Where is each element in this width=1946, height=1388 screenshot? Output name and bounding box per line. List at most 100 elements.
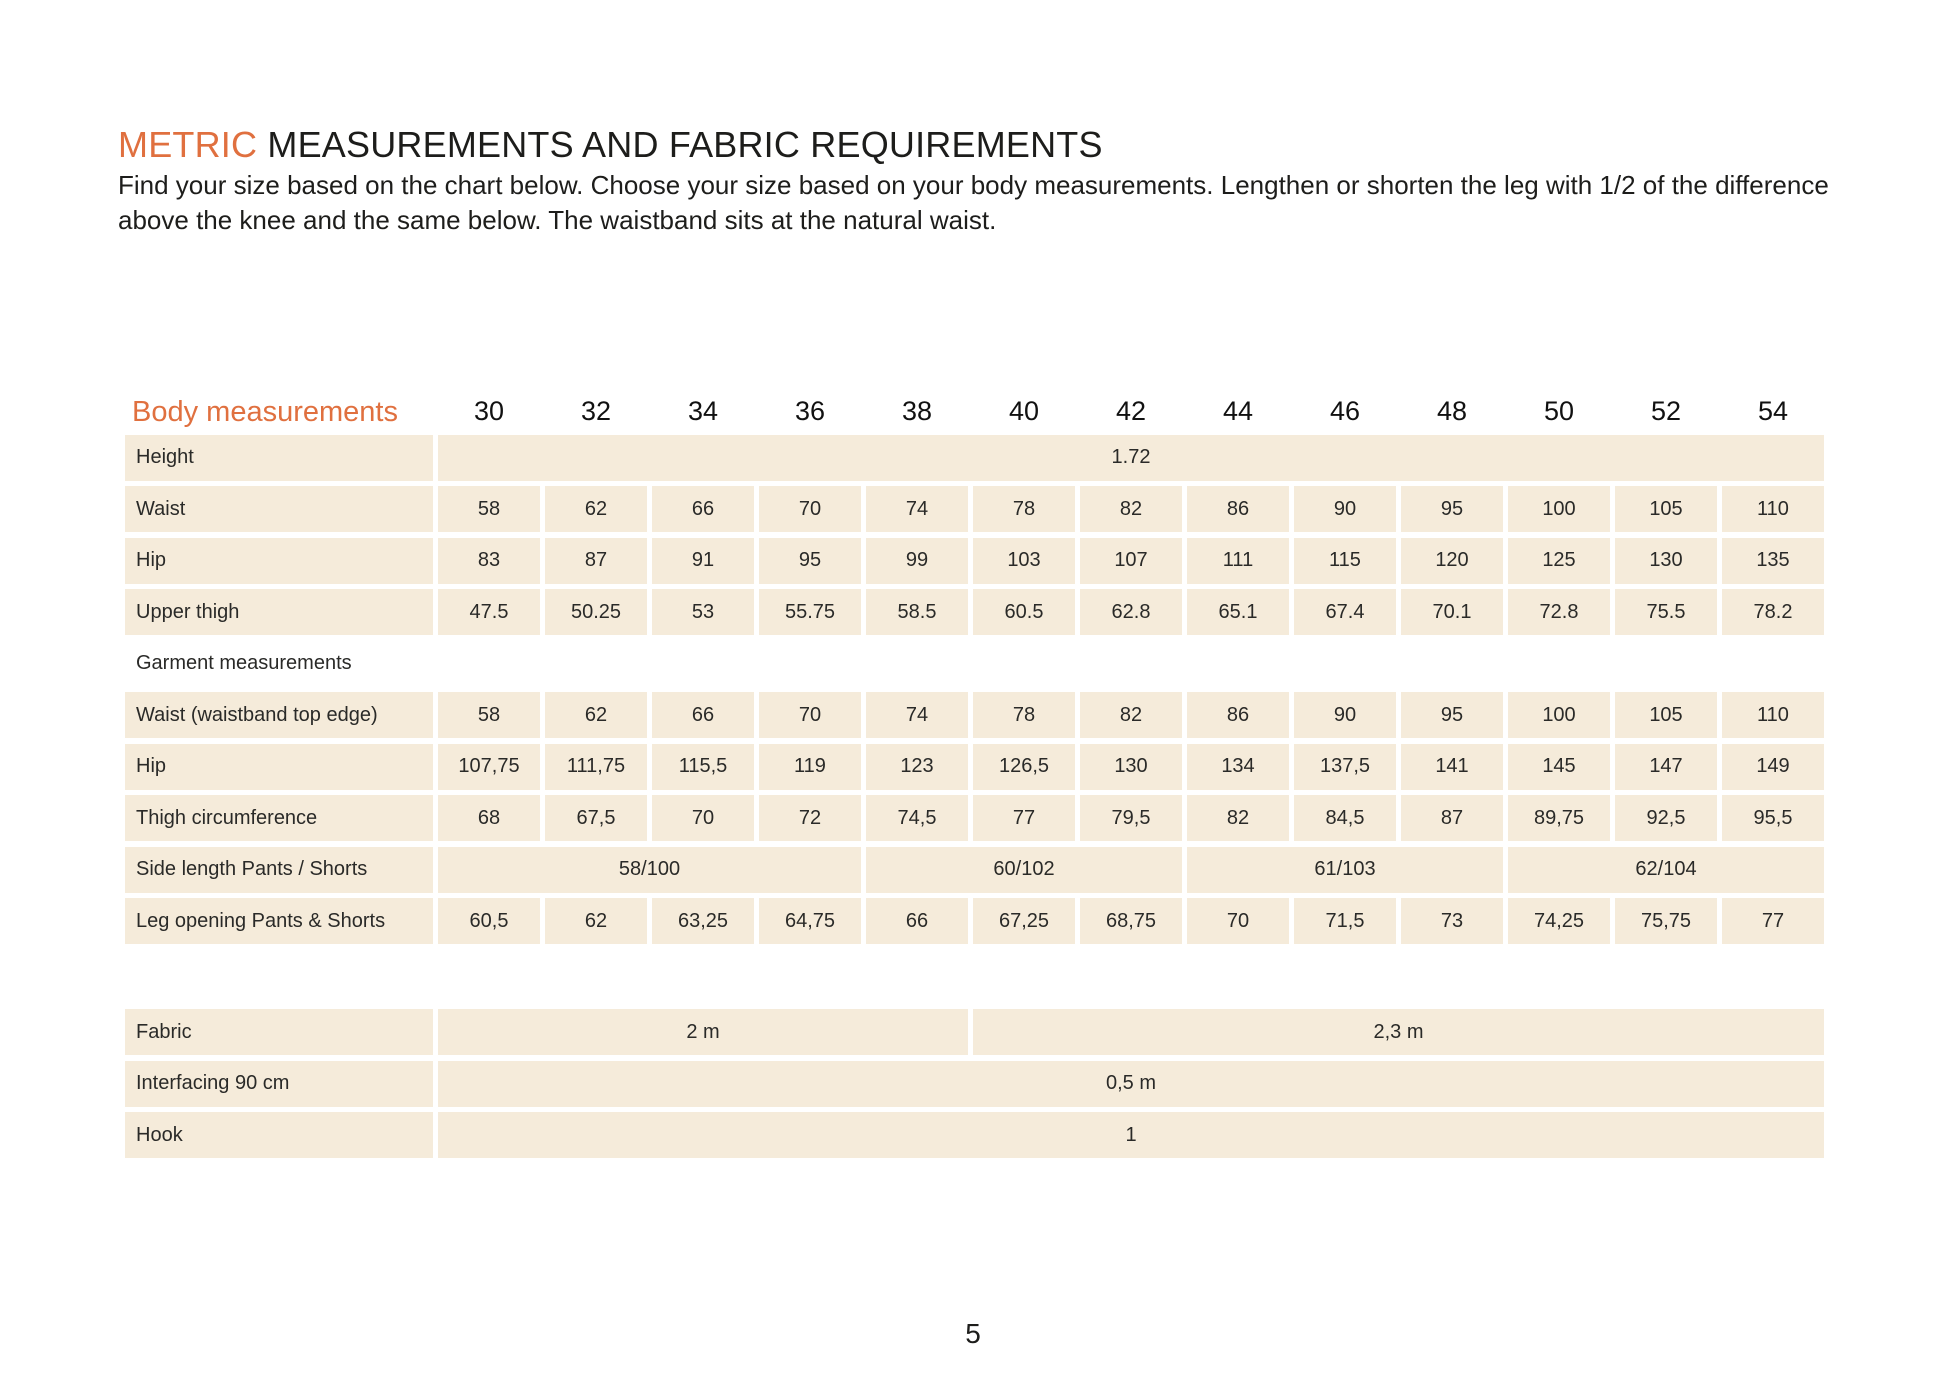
table-cell: 58/100 bbox=[438, 846, 861, 893]
size-header: 50 bbox=[1543, 396, 1575, 426]
row-label: Hip bbox=[125, 743, 433, 790]
row-label: Hook bbox=[125, 1112, 433, 1158]
table-cell: 119 bbox=[759, 743, 861, 790]
table-cell: 137,5 bbox=[1294, 743, 1396, 790]
table-cell: 70.1 bbox=[1401, 589, 1503, 635]
table-cell: 71,5 bbox=[1294, 898, 1396, 944]
table-cell: 58 bbox=[438, 486, 540, 532]
table-cell: 74,5 bbox=[866, 795, 968, 841]
page-title: METRIC MEASUREMENTS AND FABRIC REQUIREME… bbox=[118, 124, 1103, 166]
size-header: 40 bbox=[1008, 396, 1040, 426]
table-cell: 66 bbox=[652, 692, 754, 738]
table-cell: 130 bbox=[1615, 537, 1717, 584]
table-cell: 67,25 bbox=[973, 898, 1075, 944]
table-cell: 62.8 bbox=[1080, 589, 1182, 635]
table-cell: 62 bbox=[545, 486, 647, 532]
section-label: Garment measurements bbox=[136, 652, 352, 674]
table-cell: 130 bbox=[1080, 743, 1182, 790]
table-cell: 105 bbox=[1615, 692, 1717, 738]
table-cell: 61/103 bbox=[1187, 846, 1503, 893]
table-cell: 120 bbox=[1401, 537, 1503, 584]
table-cell: 78 bbox=[973, 692, 1075, 738]
row-label: Height bbox=[125, 434, 433, 481]
table-cell: 70 bbox=[1187, 898, 1289, 944]
table-cell: 110 bbox=[1722, 486, 1824, 532]
table-cell: 2,3 m bbox=[973, 1009, 1824, 1055]
table-cell: 82 bbox=[1080, 486, 1182, 532]
table-cell: 91 bbox=[652, 537, 754, 584]
table-cell: 72 bbox=[759, 795, 861, 841]
table-cell: 90 bbox=[1294, 486, 1396, 532]
table-cell: 111 bbox=[1187, 537, 1289, 584]
table-cell: 66 bbox=[652, 486, 754, 532]
table-cell: 2 m bbox=[438, 1009, 968, 1055]
table-cell: 99 bbox=[866, 537, 968, 584]
table-cell: 67,5 bbox=[545, 795, 647, 841]
row-label: Thigh circumference bbox=[125, 795, 433, 841]
title-accent: METRIC bbox=[118, 124, 258, 165]
table-cell: 68 bbox=[438, 795, 540, 841]
row-spacer bbox=[125, 950, 1824, 1004]
measurement-table: Body measurements 30 32 34 36 38 40 42 44 46 48 50 5… bbox=[125, 393, 1824, 1158]
row-label: Waist bbox=[125, 486, 433, 532]
table-cell: 82 bbox=[1187, 795, 1289, 841]
table-cell: 62 bbox=[545, 898, 647, 944]
table-cell: 66 bbox=[866, 898, 968, 944]
table-cell: 111,75 bbox=[545, 743, 647, 790]
row-label: Fabric bbox=[125, 1009, 433, 1055]
row-label: Interfacing 90 cm bbox=[125, 1060, 433, 1107]
table-cell: 123 bbox=[866, 743, 968, 790]
table-cell: 95 bbox=[1401, 486, 1503, 532]
table-cell: 95 bbox=[1401, 692, 1503, 738]
table-cell: 65.1 bbox=[1187, 589, 1289, 635]
table-cell: 77 bbox=[1722, 898, 1824, 944]
table-header-label: Body measurements bbox=[132, 396, 398, 428]
table-cell: 149 bbox=[1722, 743, 1824, 790]
row-label: Leg opening Pants & Shorts bbox=[125, 898, 433, 944]
size-header: 54 bbox=[1757, 396, 1789, 426]
table-cell: 60/102 bbox=[866, 846, 1182, 893]
table-cell: 89,75 bbox=[1508, 795, 1610, 841]
table-cell: 107,75 bbox=[438, 743, 540, 790]
intro-text: Find your size based on the chart below.… bbox=[118, 170, 1829, 235]
table-cell: 126,5 bbox=[973, 743, 1075, 790]
size-header: 52 bbox=[1650, 396, 1682, 426]
table-cell: 1.72 bbox=[438, 434, 1824, 481]
title-rest: MEASUREMENTS AND FABRIC REQUIREMENTS bbox=[257, 124, 1103, 165]
table-cell: 53 bbox=[652, 589, 754, 635]
table-cell: 141 bbox=[1401, 743, 1503, 790]
table-cell: 70 bbox=[652, 795, 754, 841]
table-cell: 74,25 bbox=[1508, 898, 1610, 944]
table-cell: 100 bbox=[1508, 692, 1610, 738]
row-label: Hip bbox=[125, 537, 433, 584]
table-cell: 63,25 bbox=[652, 898, 754, 944]
table-cell: 74 bbox=[866, 692, 968, 738]
table-cell: 83 bbox=[438, 537, 540, 584]
table-cell: 115,5 bbox=[652, 743, 754, 790]
size-header: 36 bbox=[794, 396, 826, 426]
table-cell: 70 bbox=[759, 692, 861, 738]
size-header: 32 bbox=[580, 396, 612, 426]
table-cell: 62 bbox=[545, 692, 647, 738]
table-cell: 58 bbox=[438, 692, 540, 738]
size-header: 48 bbox=[1436, 396, 1468, 426]
table-cell: 147 bbox=[1615, 743, 1717, 790]
table-cell: 92,5 bbox=[1615, 795, 1717, 841]
table-cell: 70 bbox=[759, 486, 861, 532]
table-cell: 110 bbox=[1722, 692, 1824, 738]
table-cell: 64,75 bbox=[759, 898, 861, 944]
table-cell: 84,5 bbox=[1294, 795, 1396, 841]
table-cell: 95 bbox=[759, 537, 861, 584]
table-cell: 145 bbox=[1508, 743, 1610, 790]
table-cell: 50.25 bbox=[545, 589, 647, 635]
table-cell: 62/104 bbox=[1508, 846, 1824, 893]
size-header: 30 bbox=[473, 396, 505, 426]
table-cell: 115 bbox=[1294, 537, 1396, 584]
table-cell: 72.8 bbox=[1508, 589, 1610, 635]
table-cell: 95,5 bbox=[1722, 795, 1824, 841]
table-cell: 47.5 bbox=[438, 589, 540, 635]
size-header: 44 bbox=[1222, 396, 1254, 426]
size-header: 34 bbox=[687, 396, 719, 426]
table-cell: 134 bbox=[1187, 743, 1289, 790]
table-cell: 82 bbox=[1080, 692, 1182, 738]
